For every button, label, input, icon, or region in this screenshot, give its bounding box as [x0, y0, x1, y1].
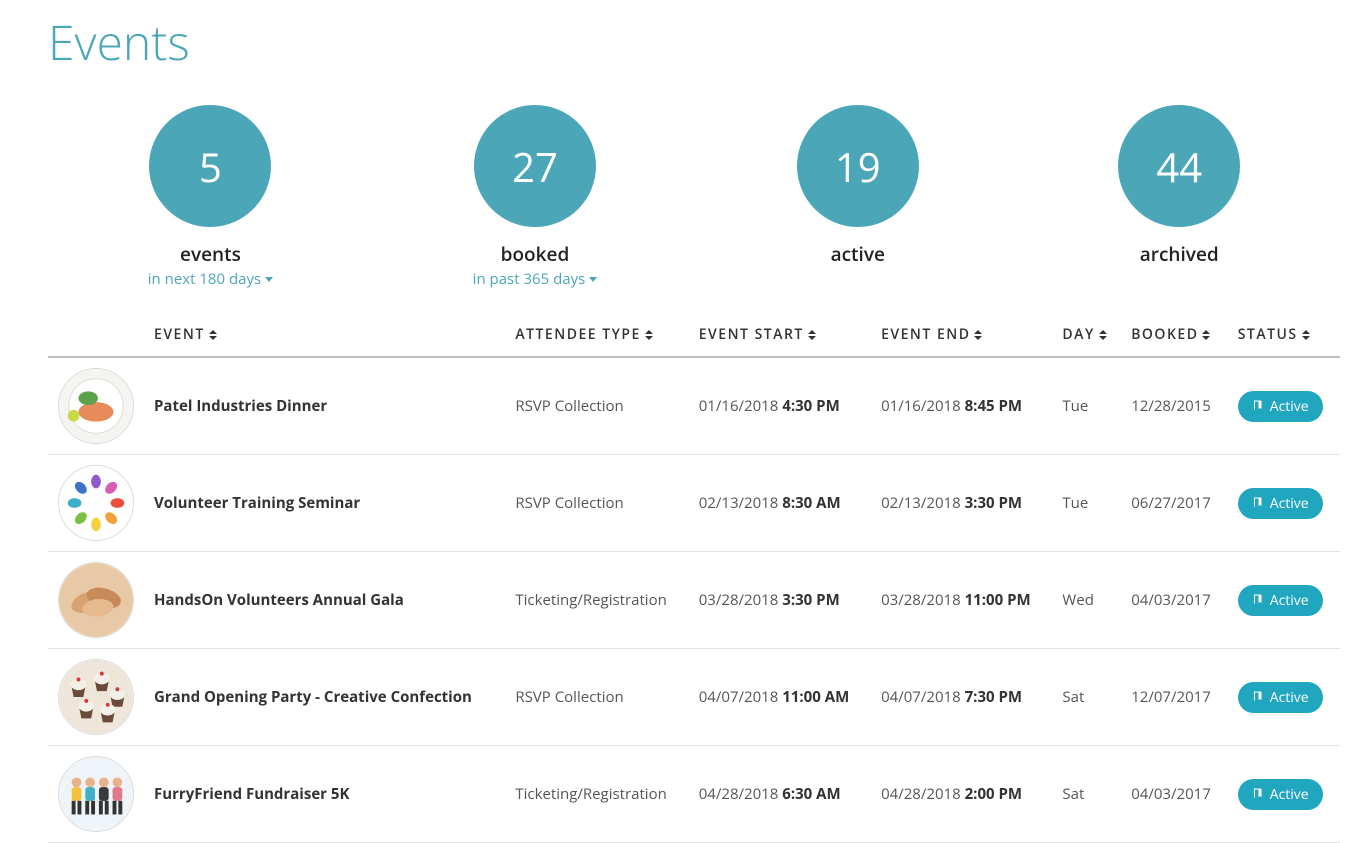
- event-day: Wed: [1052, 552, 1121, 649]
- event-end: 04/28/2018 2:00 PM: [871, 746, 1052, 843]
- booked-date: 12/07/2017: [1121, 649, 1228, 746]
- column-header-event_end[interactable]: EVENT END: [871, 313, 1052, 357]
- stat-circle[interactable]: 44: [1118, 105, 1240, 227]
- stat-block-active: 19 active: [797, 105, 919, 289]
- booked-date: 04/03/2017: [1121, 746, 1228, 843]
- stat-sublabel-dropdown[interactable]: in past 365 days: [473, 269, 598, 289]
- stat-label: events: [180, 241, 241, 267]
- event-end: 01/16/2018 8:45 PM: [871, 357, 1052, 455]
- stat-label: active: [831, 241, 885, 267]
- event-end: 03/28/2018 11:00 PM: [871, 552, 1052, 649]
- column-header-event_start[interactable]: EVENT START: [689, 313, 871, 357]
- sort-icon: [209, 330, 217, 340]
- attendee-type: RSVP Collection: [505, 649, 688, 746]
- stat-sublabel-dropdown[interactable]: in next 180 days: [148, 269, 273, 289]
- event-end: 02/13/2018 3:30 PM: [871, 455, 1052, 552]
- event-name[interactable]: Grand Opening Party - Creative Confectio…: [154, 687, 472, 707]
- sort-icon: [1099, 330, 1107, 340]
- stat-label: booked: [501, 241, 570, 267]
- event-end: 04/07/2018 7:30 PM: [871, 649, 1052, 746]
- column-header-status[interactable]: STATUS: [1228, 313, 1340, 357]
- sort-icon: [974, 330, 982, 340]
- book-icon: [1252, 494, 1264, 513]
- table-row[interactable]: Patel Industries DinnerRSVP Collection01…: [48, 357, 1340, 455]
- table-row[interactable]: Volunteer Training Seminar RSVP Collectio…: [48, 455, 1340, 552]
- caret-down-icon: [589, 277, 597, 282]
- sort-icon: [1302, 330, 1310, 340]
- book-icon: [1252, 397, 1264, 416]
- event-name[interactable]: HandsOn Volunteers Annual Gala: [154, 590, 404, 610]
- event-day: Tue: [1052, 357, 1121, 455]
- event-thumbnail: [58, 756, 134, 832]
- book-icon: [1252, 785, 1264, 804]
- booked-date: 06/27/2017: [1121, 455, 1228, 552]
- event-thumbnail: [58, 465, 134, 541]
- attendee-type: Ticketing/Registration: [505, 552, 688, 649]
- booked-date: 04/03/2017: [1121, 552, 1228, 649]
- stats-row: 5 eventsin next 180 days 27 bookedin past 3…: [48, 105, 1340, 289]
- event-thumbnail: [58, 659, 134, 735]
- stat-circle[interactable]: 27: [474, 105, 596, 227]
- sort-icon: [1202, 330, 1210, 340]
- column-header-image: [48, 313, 144, 357]
- event-thumbnail: [58, 368, 134, 444]
- event-day: Sat: [1052, 649, 1121, 746]
- event-start: 02/13/2018 8:30 AM: [689, 455, 871, 552]
- attendee-type: RSVP Collection: [505, 357, 688, 455]
- column-header-event[interactable]: EVENT: [144, 313, 505, 357]
- column-header-attendee_type[interactable]: ATTENDEE TYPE: [505, 313, 688, 357]
- event-start: 03/28/2018 3:30 PM: [689, 552, 871, 649]
- event-name[interactable]: FurryFriend Fundraiser 5K: [154, 784, 349, 804]
- table-row[interactable]: FurryFriend Fundraiser 5K Ticketing/Regis…: [48, 746, 1340, 843]
- stat-block-events: 5 eventsin next 180 days: [148, 105, 273, 289]
- event-start: 04/07/2018 11:00 AM: [689, 649, 871, 746]
- status-pill[interactable]: Active: [1238, 391, 1323, 422]
- attendee-type: RSVP Collection: [505, 455, 688, 552]
- event-day: Tue: [1052, 455, 1121, 552]
- column-header-booked[interactable]: BOOKED: [1121, 313, 1228, 357]
- event-thumbnail: [58, 562, 134, 638]
- sort-icon: [808, 330, 816, 340]
- status-pill[interactable]: Active: [1238, 488, 1323, 519]
- stat-block-booked: 27 bookedin past 365 days: [473, 105, 598, 289]
- status-pill[interactable]: Active: [1238, 779, 1323, 810]
- stat-block-archived: 44 archived: [1118, 105, 1240, 289]
- event-name[interactable]: Volunteer Training Seminar: [154, 493, 360, 513]
- table-row[interactable]: Grand Opening Party - Creative Confectio…: [48, 649, 1340, 746]
- event-start: 01/16/2018 4:30 PM: [689, 357, 871, 455]
- book-icon: [1252, 591, 1264, 610]
- stat-circle[interactable]: 5: [149, 105, 271, 227]
- status-pill[interactable]: Active: [1238, 682, 1323, 713]
- event-name[interactable]: Patel Industries Dinner: [154, 396, 327, 416]
- caret-down-icon: [265, 277, 273, 282]
- column-header-day[interactable]: DAY: [1052, 313, 1121, 357]
- events-table: EVENTATTENDEE TYPEEVENT STARTEVENT ENDDA…: [48, 313, 1340, 843]
- table-row[interactable]: HandsOn Volunteers Annual Gala Ticketing/…: [48, 552, 1340, 649]
- event-day: Sat: [1052, 746, 1121, 843]
- booked-date: 12/28/2015: [1121, 357, 1228, 455]
- stat-label: archived: [1140, 241, 1219, 267]
- book-icon: [1252, 688, 1264, 707]
- sort-icon: [645, 330, 653, 340]
- event-start: 04/28/2018 6:30 AM: [689, 746, 871, 843]
- stat-circle[interactable]: 19: [797, 105, 919, 227]
- attendee-type: Ticketing/Registration: [505, 746, 688, 843]
- page-title: Events: [48, 10, 1340, 75]
- status-pill[interactable]: Active: [1238, 585, 1323, 616]
